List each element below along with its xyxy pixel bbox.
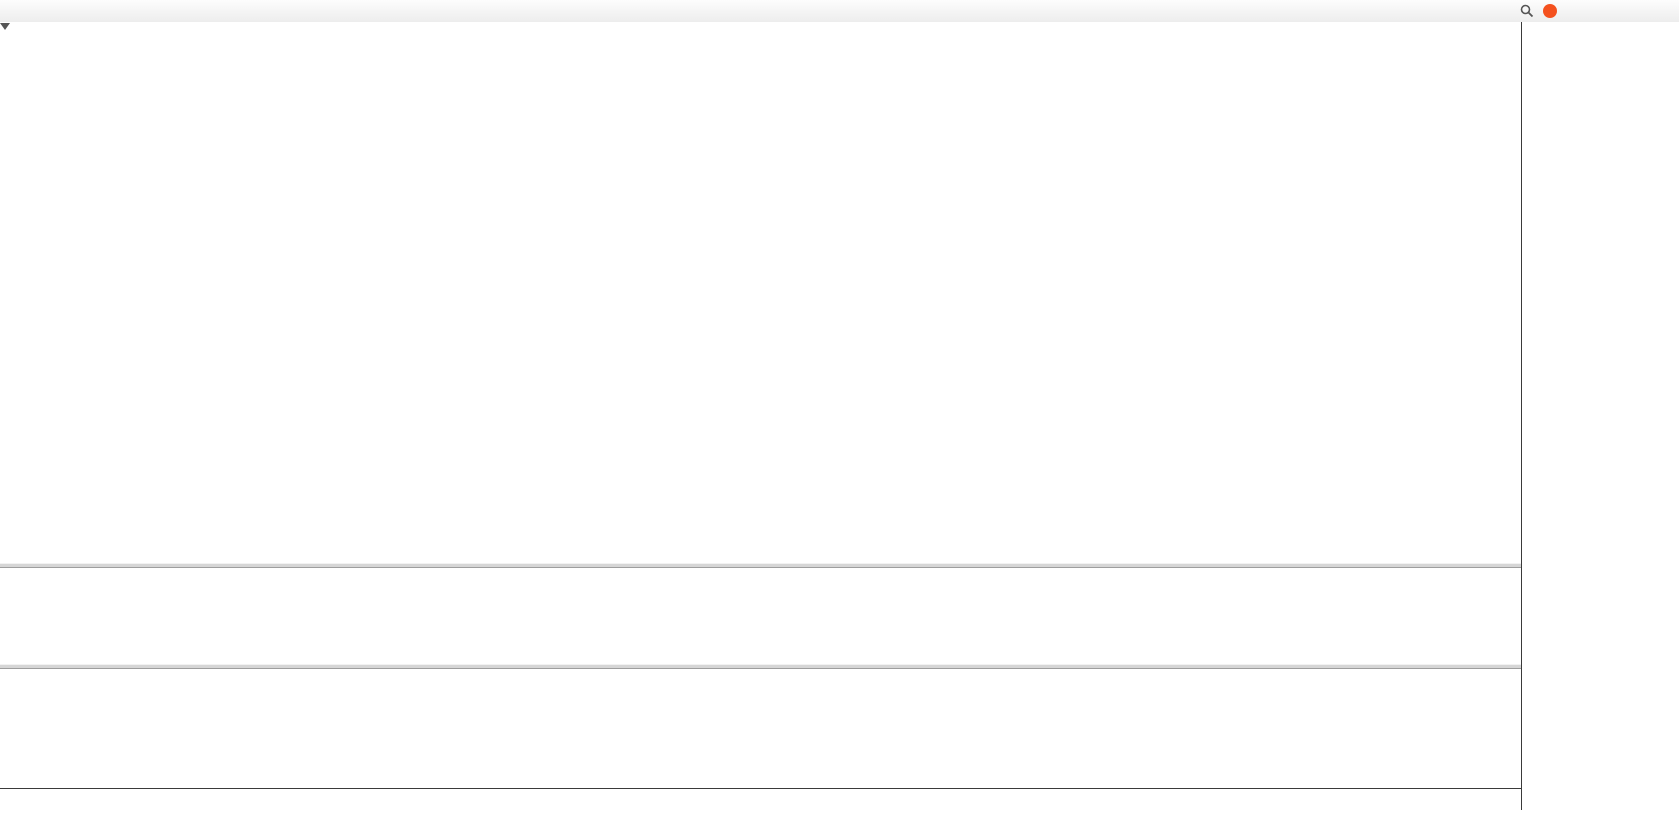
price-chart-panel[interactable] — [0, 22, 1521, 563]
chart-shift-marker[interactable] — [0, 23, 10, 30]
main-toolbar — [0, 0, 1679, 23]
rsi-canvas[interactable] — [0, 669, 1521, 788]
notification-badge[interactable] — [1543, 4, 1557, 18]
panel-splitter[interactable] — [0, 664, 1521, 669]
price-axis[interactable] — [1521, 22, 1679, 810]
panel-splitter[interactable] — [0, 563, 1521, 568]
price-chart-canvas[interactable] — [0, 22, 1521, 563]
time-axis[interactable] — [0, 788, 1521, 811]
toolbar-right-group — [1519, 3, 1557, 19]
macd-canvas[interactable] — [0, 568, 1521, 664]
toolbar-button-group — [0, 0, 2, 22]
macd-panel[interactable] — [0, 568, 1521, 664]
search-icon[interactable] — [1519, 3, 1535, 19]
rsi-panel[interactable] — [0, 669, 1521, 788]
